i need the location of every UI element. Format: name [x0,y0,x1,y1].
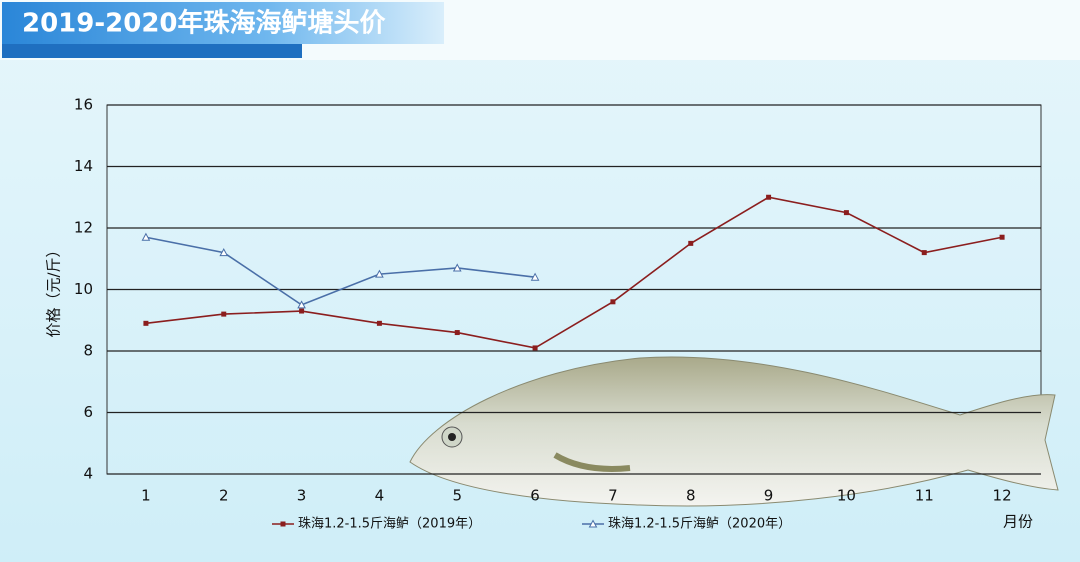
y-tick-label: 6 [83,403,93,421]
marker [766,194,772,200]
marker [454,330,460,336]
x-tick-label: 7 [608,487,618,505]
marker [143,320,149,326]
y-tick-label: 16 [74,96,93,114]
title-banner-underline [2,44,302,58]
x-tick-label: 4 [375,487,385,505]
x-tick-label: 10 [837,487,856,505]
y-tick-label: 12 [74,219,93,237]
y-tick-label: 8 [83,342,93,360]
chart-title: 2019-2020年珠海海鲈塘头价 [22,8,387,39]
marker [297,300,306,309]
marker [452,263,462,272]
marker [376,320,382,326]
marker [588,519,598,528]
y-tick-label: 4 [83,465,93,483]
marker [843,210,849,216]
marker [921,250,927,256]
marker [299,308,305,314]
x-tick-label: 6 [530,487,540,505]
legend-label: 珠海1.2-1.5斤海鲈（2019年） [298,517,481,532]
x-tick-label: 5 [452,487,462,505]
legend-label: 珠海1.2-1.5斤海鲈（2020年） [608,517,791,532]
x-tick-label: 11 [915,487,934,505]
y-tick-label: 14 [74,157,93,175]
series-line [145,196,1003,349]
x-tick-label: 3 [297,487,307,505]
x-tick-label: 9 [764,487,774,505]
marker [532,345,538,351]
marker [141,232,151,241]
title-banner [2,2,444,44]
x-tick-label: 2 [219,487,229,505]
x-tick-label: 1 [141,487,151,505]
marker [375,269,384,278]
x-tick-label: 12 [993,487,1012,505]
y-axis-label: 价格（元/斤） [45,242,63,337]
series-line [145,236,536,306]
fish-image [409,356,1059,507]
marker [221,311,227,317]
marker [219,248,229,257]
marker [688,240,694,246]
x-tick-label: 8 [686,487,696,505]
x-axis-label: 月份 [1003,513,1033,531]
marker [610,299,616,305]
marker [280,521,286,527]
y-tick-label: 10 [74,280,93,298]
marker [999,234,1005,240]
marker [530,272,540,281]
